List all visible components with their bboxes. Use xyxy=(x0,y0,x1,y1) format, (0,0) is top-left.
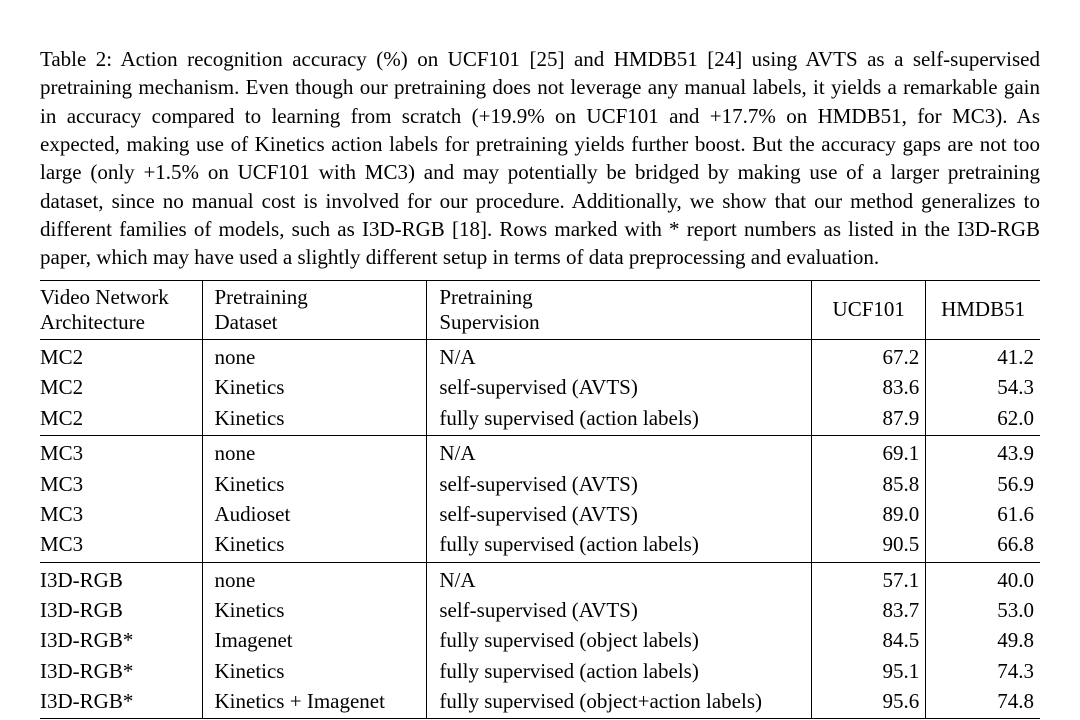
cell-hmdb51: 74.8 xyxy=(926,686,1040,719)
table-row: I3D-RGBnoneN/A57.140.0 xyxy=(40,562,1040,595)
col-pretrain-dataset: Pretraining Dataset xyxy=(202,280,427,339)
cell-ucf101: 87.9 xyxy=(812,403,926,436)
table-row: MC2Kineticsself-supervised (AVTS)83.654.… xyxy=(40,372,1040,402)
cell-architecture: I3D-RGB* xyxy=(40,656,202,686)
table-caption: Table 2: Action recognition accuracy (%)… xyxy=(40,45,1040,272)
cell-architecture: MC3 xyxy=(40,529,202,562)
cell-architecture: MC2 xyxy=(40,340,202,373)
cell-ucf101: 85.8 xyxy=(812,469,926,499)
cell-dataset: Kinetics xyxy=(202,656,427,686)
cell-dataset: none xyxy=(202,340,427,373)
cell-ucf101: 57.1 xyxy=(812,562,926,595)
results-table: Video Network Architecture Pretraining D… xyxy=(40,280,1040,720)
table-row: MC3Kineticsself-supervised (AVTS)85.856.… xyxy=(40,469,1040,499)
table-row: MC2Kineticsfully supervised (action labe… xyxy=(40,403,1040,436)
cell-ucf101: 90.5 xyxy=(812,529,926,562)
cell-hmdb51: 74.3 xyxy=(926,656,1040,686)
cell-architecture: MC2 xyxy=(40,372,202,402)
cell-architecture: MC3 xyxy=(40,469,202,499)
header-text: Dataset xyxy=(215,310,278,334)
cell-supervision: fully supervised (object labels) xyxy=(427,625,812,655)
cell-architecture: MC3 xyxy=(40,499,202,529)
cell-hmdb51: 61.6 xyxy=(926,499,1040,529)
table-row: MC3Kineticsfully supervised (action labe… xyxy=(40,529,1040,562)
table-row: I3D-RGB*Kineticsfully supervised (action… xyxy=(40,656,1040,686)
cell-hmdb51: 56.9 xyxy=(926,469,1040,499)
cell-dataset: Imagenet xyxy=(202,625,427,655)
cell-dataset: Kinetics xyxy=(202,469,427,499)
cell-ucf101: 84.5 xyxy=(812,625,926,655)
cell-supervision: fully supervised (action labels) xyxy=(427,656,812,686)
table-row: I3D-RGB*Kinetics + Imagenetfully supervi… xyxy=(40,686,1040,719)
cell-dataset: none xyxy=(202,562,427,595)
table-row: MC3Audiosetself-supervised (AVTS)89.061.… xyxy=(40,499,1040,529)
cell-architecture: I3D-RGB* xyxy=(40,686,202,719)
cell-dataset: Kinetics + Imagenet xyxy=(202,686,427,719)
table-row: MC2noneN/A67.241.2 xyxy=(40,340,1040,373)
cell-supervision: self-supervised (AVTS) xyxy=(427,595,812,625)
cell-supervision: fully supervised (object+action labels) xyxy=(427,686,812,719)
cell-supervision: fully supervised (action labels) xyxy=(427,403,812,436)
cell-dataset: Kinetics xyxy=(202,372,427,402)
cell-hmdb51: 40.0 xyxy=(926,562,1040,595)
cell-ucf101: 67.2 xyxy=(812,340,926,373)
cell-supervision: N/A xyxy=(427,436,812,469)
header-text: Pretraining xyxy=(439,285,532,309)
col-hmdb51: HMDB51 xyxy=(926,280,1040,339)
cell-architecture: MC3 xyxy=(40,436,202,469)
cell-hmdb51: 53.0 xyxy=(926,595,1040,625)
col-architecture: Video Network Architecture xyxy=(40,280,202,339)
cell-supervision: self-supervised (AVTS) xyxy=(427,469,812,499)
cell-ucf101: 95.6 xyxy=(812,686,926,719)
cell-hmdb51: 66.8 xyxy=(926,529,1040,562)
header-text: Pretraining xyxy=(215,285,308,309)
cell-hmdb51: 49.8 xyxy=(926,625,1040,655)
cell-architecture: I3D-RGB xyxy=(40,562,202,595)
header-text: Video Network xyxy=(40,285,169,309)
header-row: Video Network Architecture Pretraining D… xyxy=(40,280,1040,339)
cell-supervision: fully supervised (action labels) xyxy=(427,529,812,562)
table-row: I3D-RGB*Imagenetfully supervised (object… xyxy=(40,625,1040,655)
cell-architecture: I3D-RGB xyxy=(40,595,202,625)
col-ucf101: UCF101 xyxy=(812,280,926,339)
cell-supervision: N/A xyxy=(427,562,812,595)
cell-ucf101: 83.6 xyxy=(812,372,926,402)
cell-hmdb51: 54.3 xyxy=(926,372,1040,402)
cell-dataset: Kinetics xyxy=(202,595,427,625)
cell-architecture: MC2 xyxy=(40,403,202,436)
header-text: Supervision xyxy=(439,310,539,334)
table-row: MC3noneN/A69.143.9 xyxy=(40,436,1040,469)
cell-architecture: I3D-RGB* xyxy=(40,625,202,655)
cell-dataset: Audioset xyxy=(202,499,427,529)
cell-dataset: none xyxy=(202,436,427,469)
cell-ucf101: 89.0 xyxy=(812,499,926,529)
cell-hmdb51: 62.0 xyxy=(926,403,1040,436)
cell-ucf101: 83.7 xyxy=(812,595,926,625)
header-text: Architecture xyxy=(40,310,145,334)
page: Table 2: Action recognition accuracy (%)… xyxy=(0,0,1080,720)
cell-ucf101: 69.1 xyxy=(812,436,926,469)
cell-hmdb51: 43.9 xyxy=(926,436,1040,469)
cell-dataset: Kinetics xyxy=(202,403,427,436)
table-row: I3D-RGBKineticsself-supervised (AVTS)83.… xyxy=(40,595,1040,625)
cell-supervision: self-supervised (AVTS) xyxy=(427,499,812,529)
table-body: MC2noneN/A67.241.2MC2Kineticsself-superv… xyxy=(40,340,1040,719)
cell-ucf101: 95.1 xyxy=(812,656,926,686)
cell-supervision: self-supervised (AVTS) xyxy=(427,372,812,402)
header-text: UCF101 xyxy=(833,297,905,321)
header-text: HMDB51 xyxy=(941,297,1025,321)
cell-hmdb51: 41.2 xyxy=(926,340,1040,373)
cell-dataset: Kinetics xyxy=(202,529,427,562)
cell-supervision: N/A xyxy=(427,340,812,373)
col-pretrain-supervision: Pretraining Supervision xyxy=(427,280,812,339)
